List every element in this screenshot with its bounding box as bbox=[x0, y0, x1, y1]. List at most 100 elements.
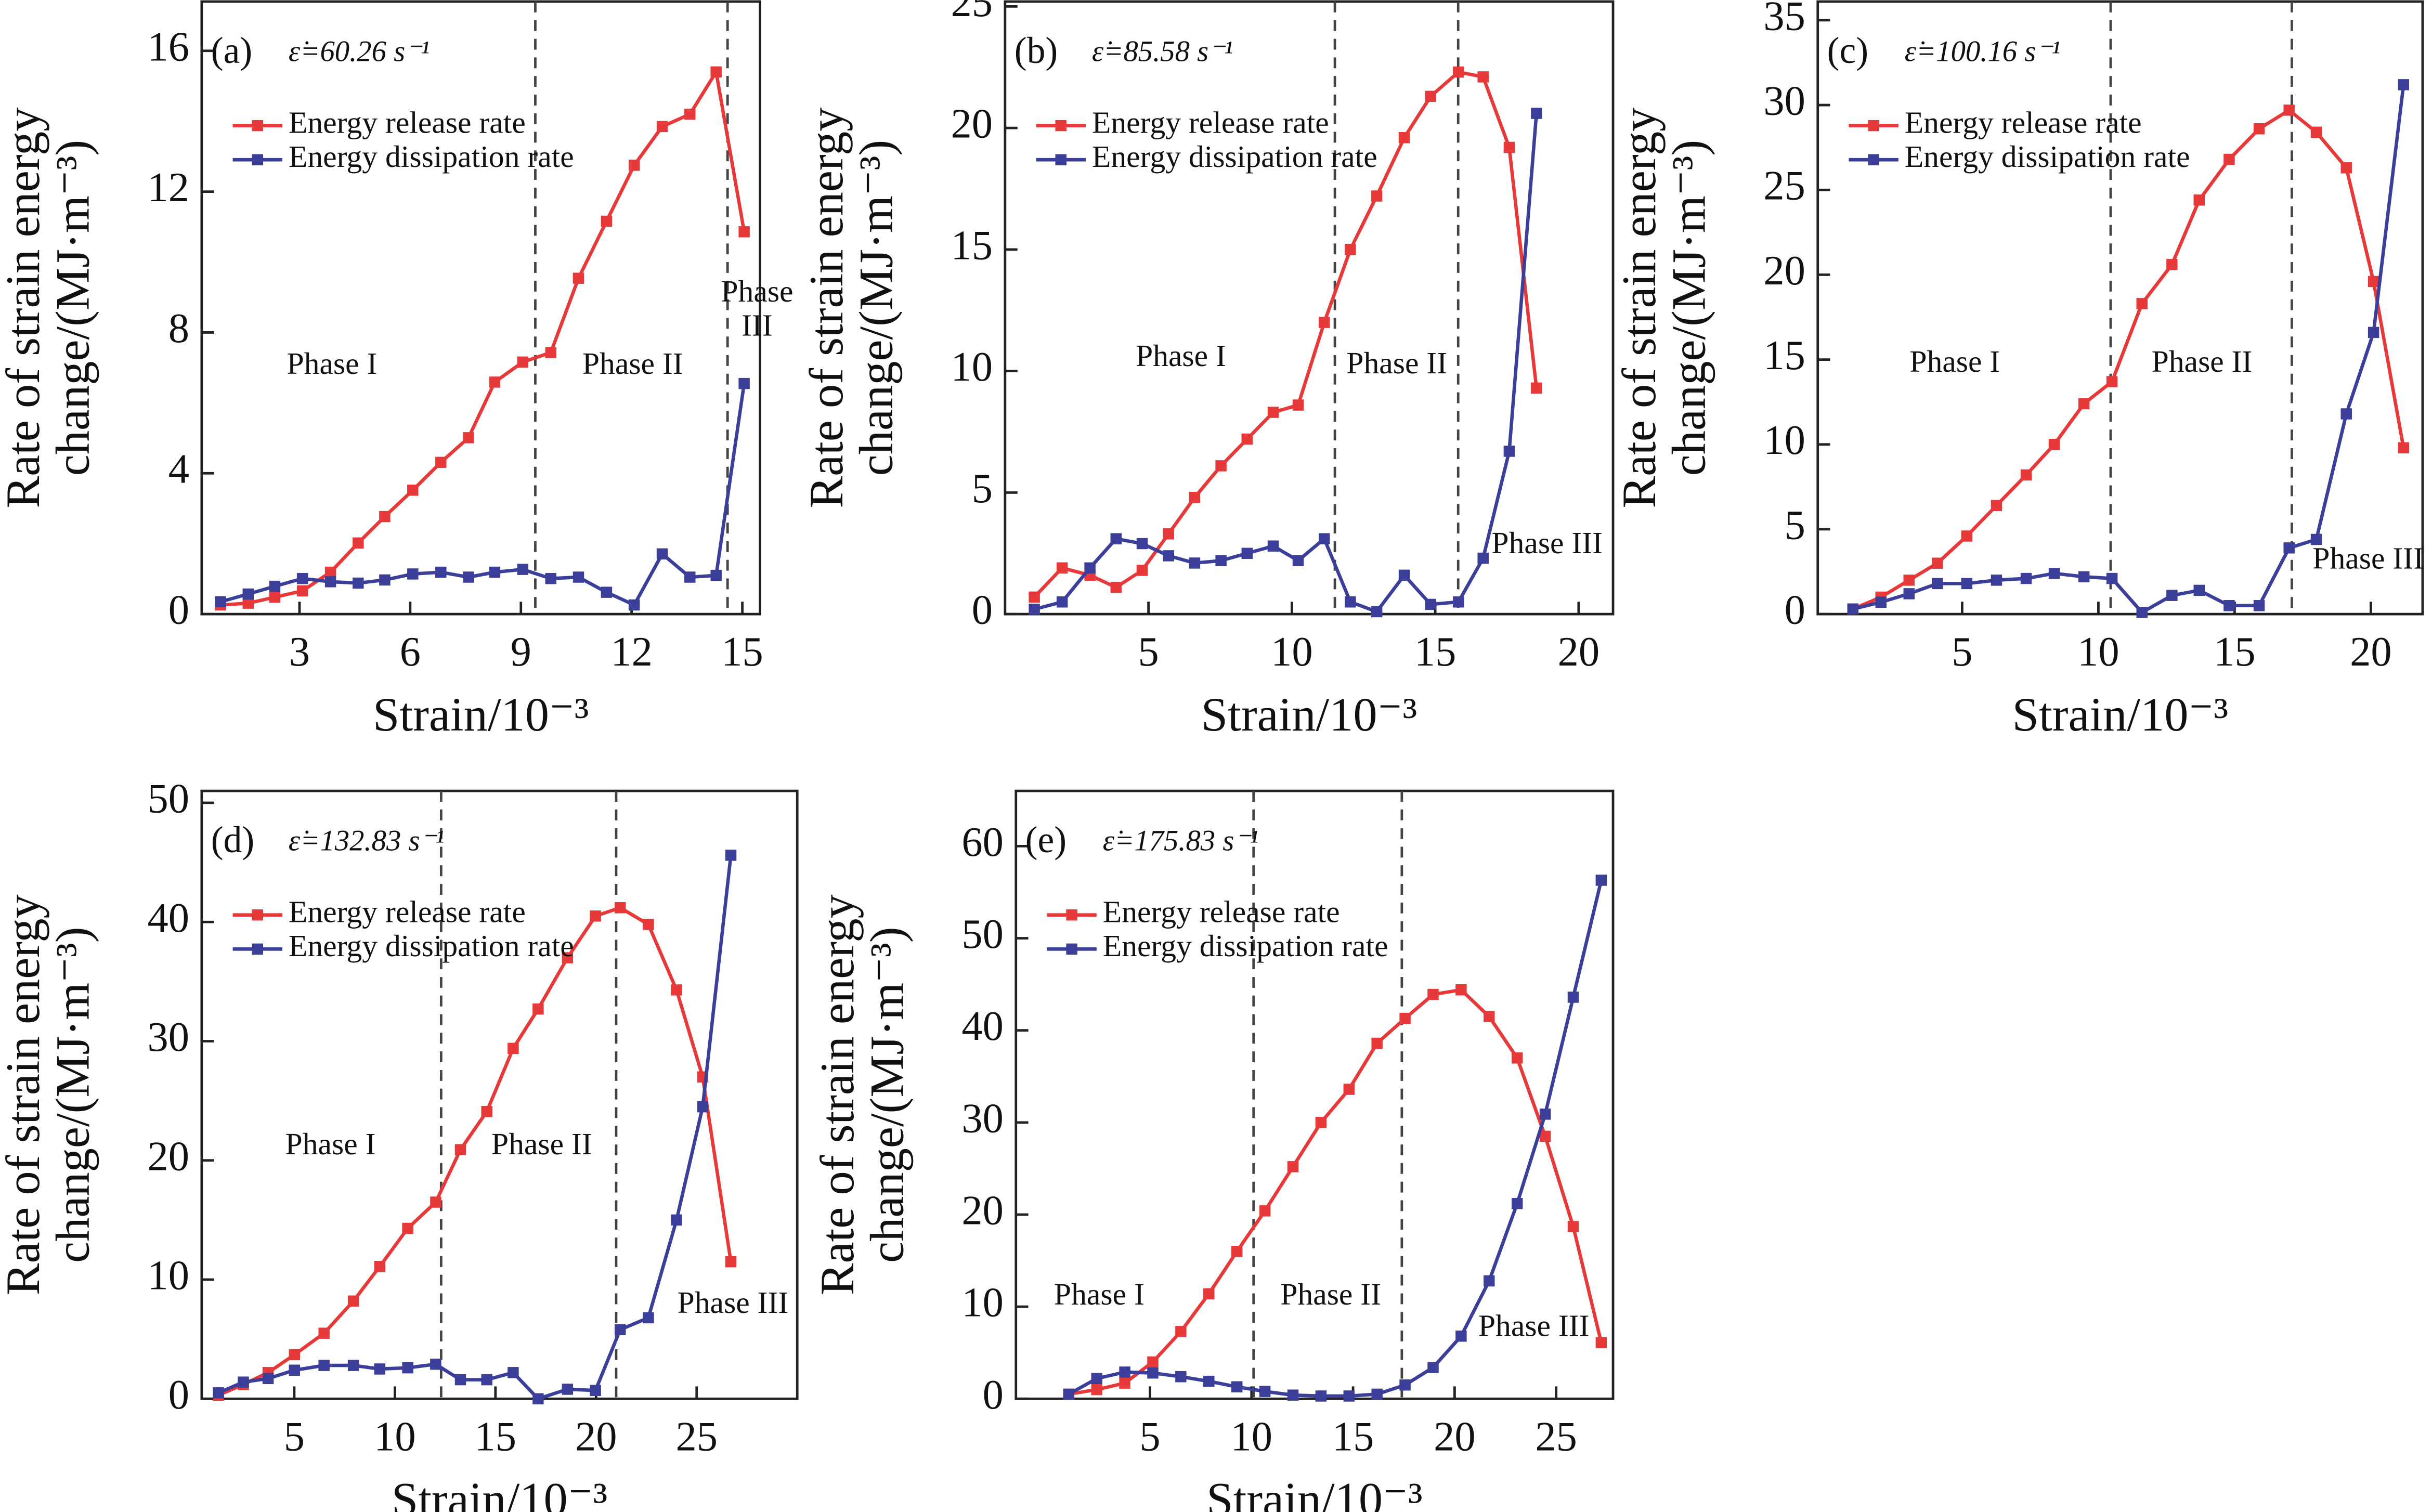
y-tick-label: 40 bbox=[961, 1003, 1004, 1049]
marker bbox=[269, 591, 281, 603]
phase-label: Phase III bbox=[1478, 1308, 1590, 1342]
y-axis-label: change/(MJ·m⁻³) bbox=[46, 927, 99, 1263]
marker bbox=[1399, 1012, 1411, 1024]
legend-marker bbox=[252, 154, 264, 165]
marker bbox=[1110, 533, 1122, 544]
y-axis-label: change/(MJ·m⁻³) bbox=[46, 140, 99, 476]
rate-label: ε̇=175.83 s⁻¹ bbox=[1103, 825, 1258, 857]
legend-label: Energy dissipation rate bbox=[289, 139, 574, 174]
marker bbox=[2310, 126, 2322, 138]
marker bbox=[2193, 584, 2205, 596]
rate-label: ε̇=100.16 s⁻¹ bbox=[1905, 35, 2060, 68]
marker bbox=[590, 1385, 601, 1396]
marker bbox=[318, 1360, 330, 1371]
marker bbox=[1175, 1371, 1187, 1383]
marker bbox=[1215, 460, 1227, 472]
x-tick-label: 10 bbox=[1231, 1413, 1273, 1459]
marker bbox=[463, 432, 474, 444]
marker bbox=[738, 377, 750, 389]
x-tick-label: 9 bbox=[511, 629, 531, 675]
marker bbox=[1267, 540, 1279, 552]
marker bbox=[489, 566, 501, 578]
marker bbox=[1477, 71, 1489, 83]
x-tick-label: 10 bbox=[2077, 629, 2119, 675]
marker bbox=[1453, 596, 1464, 608]
x-tick-label: 20 bbox=[2350, 629, 2392, 675]
marker bbox=[1175, 1326, 1187, 1337]
marker bbox=[347, 1295, 359, 1307]
marker bbox=[1318, 317, 1330, 328]
x-tick-label: 5 bbox=[284, 1413, 305, 1459]
marker bbox=[601, 215, 613, 227]
marker bbox=[614, 902, 626, 914]
marker bbox=[1189, 557, 1201, 569]
marker bbox=[318, 1327, 330, 1339]
marker bbox=[517, 356, 529, 368]
y-tick-label: 15 bbox=[1763, 332, 1805, 379]
x-tick-label: 10 bbox=[374, 1413, 416, 1459]
x-tick-label: 15 bbox=[721, 629, 763, 675]
phase-label: Phase I bbox=[1909, 344, 2000, 379]
marker bbox=[1511, 1197, 1523, 1209]
y-axis-label: Rate of strain energy bbox=[800, 108, 853, 509]
x-tick-label: 12 bbox=[610, 629, 653, 675]
marker bbox=[1484, 1011, 1495, 1022]
marker bbox=[508, 1367, 519, 1378]
marker bbox=[2193, 194, 2205, 206]
panel-label: (d) bbox=[211, 819, 254, 861]
y-tick-label: 5 bbox=[1785, 502, 1805, 548]
marker bbox=[2136, 607, 2148, 618]
legend-marker bbox=[1066, 909, 1077, 921]
legend-label: Energy release rate bbox=[1905, 105, 2142, 139]
marker bbox=[628, 160, 640, 171]
marker bbox=[1136, 538, 1148, 550]
marker bbox=[1398, 569, 1410, 581]
y-tick-label: 10 bbox=[1763, 417, 1805, 463]
marker bbox=[289, 1364, 301, 1376]
x-tick-label: 3 bbox=[289, 629, 310, 675]
marker bbox=[1343, 1084, 1355, 1095]
x-tick-label: 15 bbox=[2214, 629, 2256, 675]
legend-label: Energy release rate bbox=[1092, 105, 1329, 139]
marker bbox=[628, 599, 640, 611]
y-tick-label: 50 bbox=[961, 911, 1004, 957]
marker bbox=[684, 108, 696, 120]
x-axis-label: Strain/10⁻³ bbox=[2012, 688, 2228, 741]
marker bbox=[1371, 1388, 1383, 1400]
marker bbox=[1531, 382, 1542, 394]
marker bbox=[2136, 298, 2148, 309]
marker bbox=[1595, 1337, 1607, 1348]
x-tick-label: 25 bbox=[675, 1413, 718, 1459]
marker bbox=[1029, 591, 1040, 603]
phase-label: Phase III bbox=[1491, 526, 1603, 560]
marker bbox=[1503, 446, 1515, 457]
phase-label: Phase I bbox=[1136, 338, 1226, 373]
legend-marker bbox=[1055, 154, 1067, 165]
plot-frame bbox=[1004, 0, 1615, 616]
marker bbox=[1345, 244, 1356, 255]
marker bbox=[1267, 407, 1279, 418]
marker bbox=[353, 537, 364, 549]
marker bbox=[1932, 578, 1943, 590]
marker bbox=[1371, 606, 1383, 618]
marker bbox=[1203, 1288, 1215, 1300]
phase-label: Phase II bbox=[2152, 344, 2253, 379]
marker bbox=[1567, 1221, 1579, 1232]
marker bbox=[1119, 1366, 1130, 1378]
marker bbox=[710, 66, 722, 78]
marker bbox=[213, 1387, 224, 1399]
marker bbox=[725, 1256, 737, 1268]
y-tick-label: 12 bbox=[148, 164, 190, 211]
marker bbox=[1455, 984, 1467, 996]
marker bbox=[1119, 1377, 1130, 1389]
marker bbox=[1063, 1388, 1075, 1400]
series-line bbox=[1034, 113, 1539, 614]
plot-frame bbox=[200, 789, 799, 1400]
marker bbox=[1427, 988, 1439, 1000]
marker bbox=[573, 571, 584, 583]
marker bbox=[532, 1003, 544, 1015]
marker bbox=[643, 919, 654, 930]
marker bbox=[454, 1374, 466, 1386]
